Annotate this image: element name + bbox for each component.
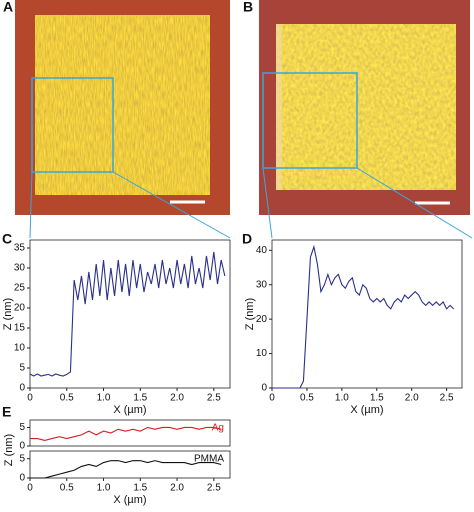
y-tick-label: 5 bbox=[19, 453, 25, 464]
x-tick-label: 1.0 bbox=[97, 483, 111, 494]
y-tick-label: 0 bbox=[261, 383, 267, 394]
panel-label: E bbox=[2, 404, 11, 420]
x-axis-title: X (µm) bbox=[113, 404, 146, 416]
data-line bbox=[272, 244, 455, 389]
y-tick-label: 30 bbox=[14, 263, 26, 274]
x-axis-title: X (µm) bbox=[350, 404, 383, 416]
x-tick-label: 2.5 bbox=[440, 393, 454, 404]
y-axis-title: Z (nm) bbox=[2, 298, 14, 330]
y-tick-label: 20 bbox=[14, 303, 26, 314]
zoom-lines bbox=[29, 167, 473, 239]
image-a bbox=[15, 0, 230, 215]
data-line bbox=[30, 460, 222, 479]
plot-frame bbox=[29, 239, 231, 389]
y-tick-label: 0 bbox=[19, 441, 25, 452]
panel-label: A bbox=[3, 0, 13, 15]
x-tick-label: 0.5 bbox=[60, 483, 74, 494]
x-tick-label: 0 bbox=[27, 393, 33, 404]
x-tick-label: 1.5 bbox=[133, 393, 147, 404]
y-tick-label: 10 bbox=[256, 348, 268, 359]
x-tick-label: 0 bbox=[27, 483, 33, 494]
y-axis-title: Z (nm) bbox=[244, 298, 256, 330]
panel-label: C bbox=[2, 231, 12, 247]
plot-frame bbox=[29, 419, 231, 447]
y-tick-label: 25 bbox=[14, 283, 26, 294]
y-tick-label: 0 bbox=[19, 383, 25, 394]
y-tick-label: 15 bbox=[14, 323, 26, 334]
panel-label: D bbox=[242, 231, 252, 247]
x-tick-label: 1.0 bbox=[335, 393, 349, 404]
plot-frame bbox=[271, 239, 463, 389]
y-tick-label: 5 bbox=[19, 422, 25, 433]
image-b bbox=[259, 0, 470, 215]
series-label: PMMA bbox=[194, 454, 224, 465]
plot-frame bbox=[29, 450, 231, 479]
y-tick-label: 20 bbox=[256, 314, 268, 325]
y-tick-label: 10 bbox=[14, 343, 26, 354]
y-tick-label: 40 bbox=[256, 245, 268, 256]
data-line bbox=[30, 426, 222, 441]
x-tick-label: 0.5 bbox=[60, 393, 74, 404]
data-line bbox=[29, 251, 226, 377]
x-tick-label: 2.0 bbox=[170, 483, 184, 494]
x-tick-label: 2.5 bbox=[207, 483, 221, 494]
series-label: Ag bbox=[212, 423, 224, 434]
x-tick-label: 0 bbox=[269, 393, 275, 404]
x-tick-label: 1.5 bbox=[133, 483, 147, 494]
x-tick-label: 1.5 bbox=[370, 393, 384, 404]
x-tick-label: 0.5 bbox=[300, 393, 314, 404]
y-tick-label: 0 bbox=[19, 473, 25, 484]
y-tick-label: 35 bbox=[14, 243, 26, 254]
x-tick-label: 2.0 bbox=[405, 393, 419, 404]
x-tick-label: 2.5 bbox=[207, 393, 221, 404]
x-axis-title: X (µm) bbox=[113, 494, 146, 506]
y-tick-label: 5 bbox=[19, 363, 25, 374]
x-tick-label: 2.0 bbox=[170, 393, 184, 404]
y-axis-title: Z (nm) bbox=[3, 434, 15, 466]
x-tick-label: 1.0 bbox=[97, 393, 111, 404]
panel-label: B bbox=[243, 0, 253, 15]
y-tick-label: 30 bbox=[256, 279, 268, 290]
